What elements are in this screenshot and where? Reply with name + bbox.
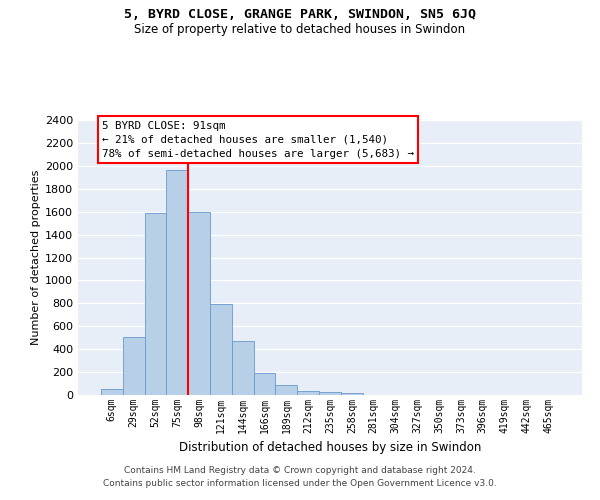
Bar: [123, 336, 145, 395]
Text: 5 BYRD CLOSE: 91sqm
← 21% of detached houses are smaller (1,540)
78% of semi-det: 5 BYRD CLOSE: 91sqm ← 21% of detached ho…: [102, 120, 414, 158]
Bar: [254, 372, 275, 395]
Y-axis label: Number of detached properties: Number of detached properties: [31, 170, 41, 345]
Bar: [145, 213, 166, 395]
Bar: [232, 340, 254, 395]
Bar: [188, 212, 210, 395]
Bar: [341, 392, 363, 395]
Bar: [319, 392, 341, 395]
X-axis label: Distribution of detached houses by size in Swindon: Distribution of detached houses by size …: [179, 442, 481, 454]
Text: Contains HM Land Registry data © Crown copyright and database right 2024.
Contai: Contains HM Land Registry data © Crown c…: [103, 466, 497, 487]
Text: 5, BYRD CLOSE, GRANGE PARK, SWINDON, SN5 6JQ: 5, BYRD CLOSE, GRANGE PARK, SWINDON, SN5…: [124, 8, 476, 20]
Text: Size of property relative to detached houses in Swindon: Size of property relative to detached ho…: [134, 22, 466, 36]
Bar: [101, 388, 123, 395]
Bar: [275, 384, 297, 395]
Bar: [297, 391, 319, 395]
Bar: [166, 170, 188, 395]
Bar: [210, 304, 232, 395]
